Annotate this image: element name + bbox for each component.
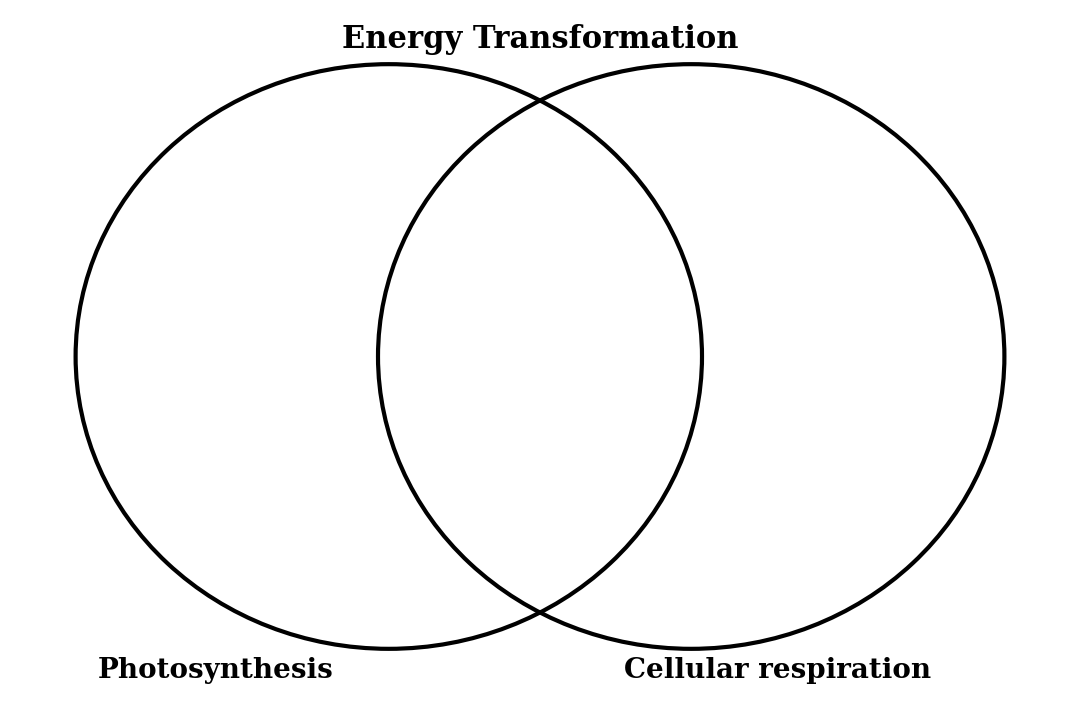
Text: Cellular respiration: Cellular respiration [624, 657, 931, 684]
Text: Energy Transformation: Energy Transformation [341, 24, 739, 55]
Text: Photosynthesis: Photosynthesis [98, 657, 334, 684]
